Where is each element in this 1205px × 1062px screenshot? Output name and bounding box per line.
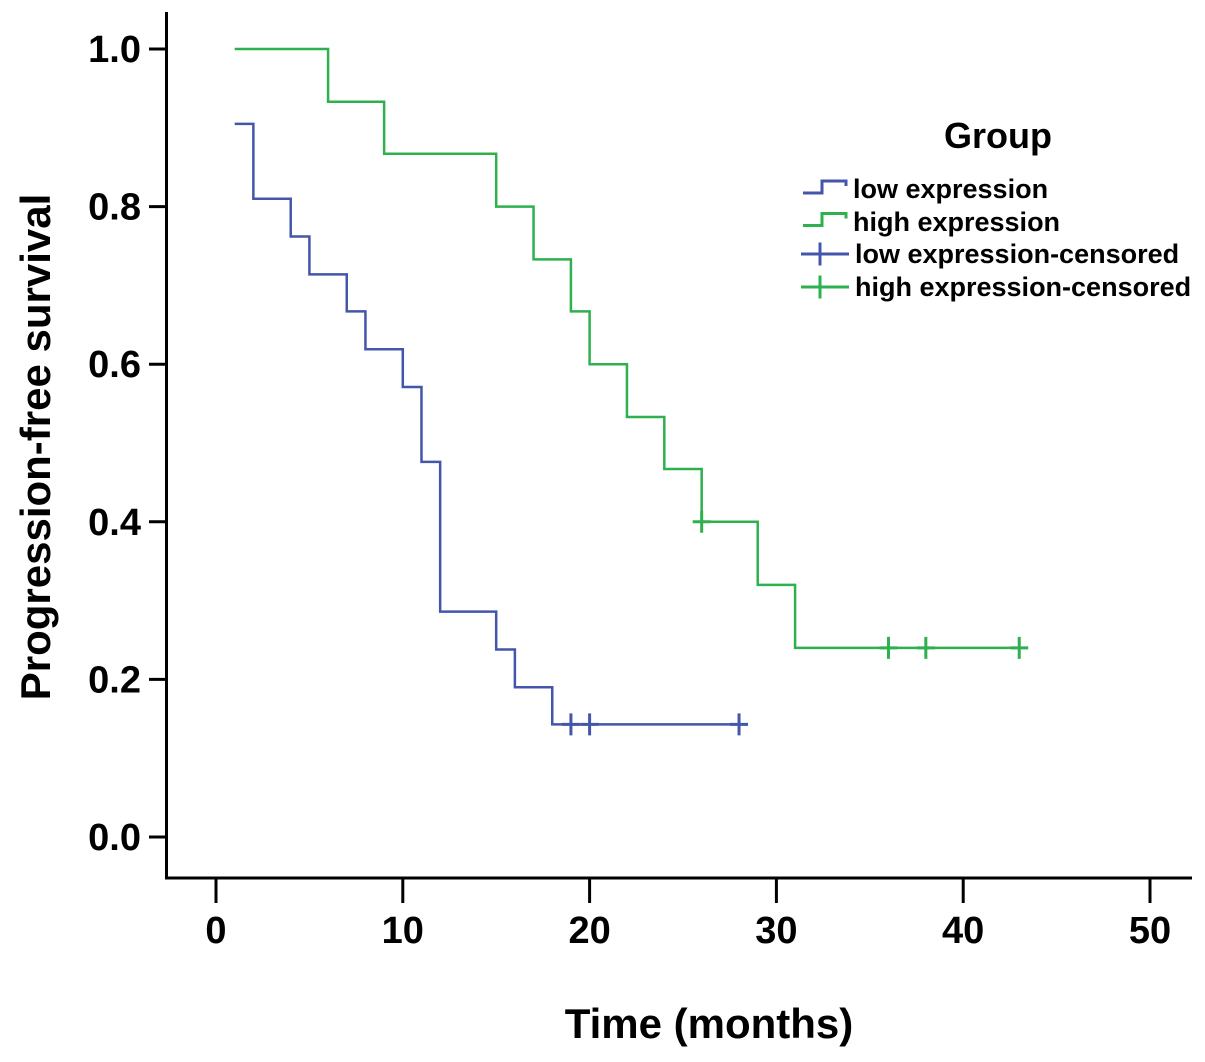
x-axis: 0 10 20 30 40 50	[165, 876, 1192, 952]
censor-marks	[561, 510, 1029, 736]
y-tick-label: 0.2	[88, 659, 141, 701]
y-tick-label: 0.8	[88, 187, 141, 229]
legend-label-low-expression: low expression	[853, 174, 1048, 204]
censor-mark-low-expression	[730, 713, 749, 736]
x-tick-label: 20	[568, 910, 610, 952]
x-axis-title: Time (months)	[565, 1000, 854, 1047]
y-tick-label: 0.0	[88, 817, 141, 859]
x-tick-label: 30	[755, 910, 797, 952]
y-tick-label: 1.0	[88, 29, 141, 71]
legend-title: Group	[944, 115, 1052, 156]
y-tick-label: 0.6	[88, 344, 141, 386]
censor-mark-high-expression	[916, 636, 935, 659]
x-tick-label: 10	[382, 910, 424, 952]
y-axis: 1.0 0.8 0.6 0.4 0.2 0.0	[88, 12, 168, 880]
y-ticks: 1.0 0.8 0.6 0.4 0.2 0.0	[88, 29, 166, 859]
legend: Group low expression high expression low…	[801, 115, 1191, 302]
legend-swatch-low-expression-censored-icon	[801, 242, 849, 266]
legend-label-high-expression-censored: high expression-censored	[855, 272, 1191, 302]
censor-mark-high-expression	[692, 510, 711, 533]
censor-mark-low-expression	[580, 713, 599, 736]
survival-curves	[234, 47, 1020, 726]
legend-swatch-high-expression-icon	[803, 212, 848, 227]
legend-label-low-expression-censored: low expression-censored	[855, 239, 1179, 269]
censor-mark-low-expression	[561, 713, 580, 736]
x-ticks: 0 10 20 30 40 50	[205, 879, 1171, 952]
legend-swatch-high-expression-censored-icon	[801, 275, 849, 299]
curve-high-expression	[234, 47, 1020, 650]
censor-mark-high-expression	[879, 636, 898, 659]
x-tick-label: 40	[942, 910, 984, 952]
legend-swatch-low-expression-icon	[803, 179, 848, 195]
x-tick-label: 50	[1129, 910, 1171, 952]
y-axis-title: Progression-free survival	[12, 194, 59, 701]
legend-label-high-expression: high expression	[853, 207, 1060, 237]
curve-low-expression	[234, 122, 740, 726]
censor-mark-high-expression	[1010, 636, 1029, 659]
x-tick-label: 0	[205, 910, 226, 952]
y-tick-label: 0.4	[88, 502, 141, 544]
